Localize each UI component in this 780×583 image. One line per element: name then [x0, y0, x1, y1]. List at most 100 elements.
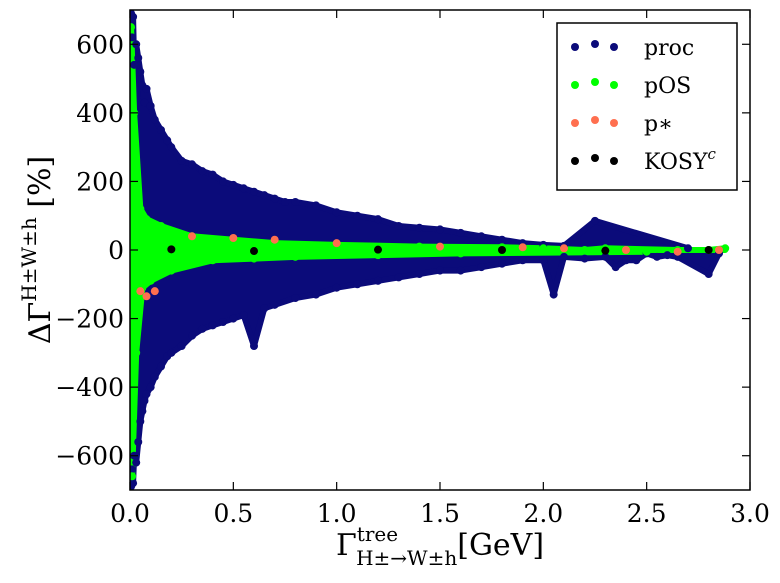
- KOSY-point: [498, 246, 506, 254]
- proc-point: [560, 252, 568, 261]
- pOS-point: [157, 222, 165, 230]
- proc-point: [632, 256, 641, 265]
- pOS-point: [130, 23, 136, 32]
- proc-point: [415, 270, 424, 278]
- legend-marker-KOSY: [610, 157, 618, 165]
- pOS-point: [146, 276, 155, 285]
- proc-point: [498, 259, 506, 268]
- pOS-point: [415, 242, 424, 251]
- proc-point: [167, 348, 176, 357]
- pstar-point: [715, 246, 723, 254]
- proc-point: [332, 208, 341, 217]
- KOSY-point: [374, 245, 382, 254]
- pOS-point: [132, 348, 141, 357]
- y-axis-ticks: −600 −400 −200 0 200 400 600: [55, 30, 750, 471]
- proc-point: [580, 254, 589, 263]
- proc-point: [374, 276, 382, 285]
- proc-point: [250, 187, 258, 196]
- data-points: [130, 10, 730, 490]
- proc-point: [601, 252, 610, 261]
- proc-point: [146, 102, 155, 110]
- pstar-point: [150, 287, 159, 296]
- pstar-point: [270, 235, 279, 244]
- pOS-point: [539, 244, 548, 253]
- KOSY-point: [167, 245, 176, 254]
- pstar-point: [142, 292, 151, 301]
- proc-point: [436, 225, 444, 234]
- x-tick-label: 2.5: [627, 499, 667, 528]
- proc-point: [239, 311, 248, 320]
- x-tick-label: 2.0: [523, 499, 563, 528]
- proc-point: [130, 12, 138, 21]
- pOS-point: [642, 247, 651, 256]
- y-axis-label: ΔΓH±W±h [%]: [17, 156, 58, 344]
- legend-marker-pstar: [610, 119, 618, 127]
- legend-box: [556, 22, 738, 191]
- proc-point: [136, 417, 145, 426]
- proc-point: [456, 228, 465, 237]
- legend-label-pOS: pOS: [644, 74, 691, 99]
- proc-point: [188, 160, 196, 169]
- proc-point: [138, 407, 147, 416]
- proc-point: [167, 143, 176, 152]
- proc-point: [374, 215, 382, 224]
- proc-point: [270, 300, 279, 309]
- proc-point: [130, 465, 137, 474]
- proc-point: [229, 314, 238, 323]
- proc-point: [198, 167, 207, 176]
- x-tick-label: 0.0: [110, 499, 150, 528]
- legend-label-KOSY: KOSYc: [644, 145, 716, 175]
- proc-point: [332, 283, 341, 292]
- proc-point: [477, 232, 486, 241]
- y-tick-label: 600: [76, 30, 124, 59]
- legend-marker-proc: [591, 40, 599, 48]
- x-tick-label: 0.5: [213, 499, 253, 528]
- pstar-point: [622, 246, 630, 254]
- pOS-point: [580, 246, 589, 254]
- pOS-point: [250, 254, 258, 263]
- proc-point: [208, 321, 217, 330]
- x-tick-label: 1.0: [317, 499, 357, 528]
- proc-point: [394, 273, 403, 282]
- pstar-point: [332, 239, 341, 248]
- proc-point: [281, 198, 289, 206]
- proc-point: [134, 54, 143, 62]
- proc-point: [549, 290, 558, 299]
- legend-marker-proc: [571, 43, 579, 51]
- y-tick-label: −400: [55, 373, 124, 402]
- pOS-point: [374, 251, 382, 260]
- pstar-point: [188, 232, 196, 241]
- proc-point: [394, 222, 403, 230]
- pstar-point: [229, 234, 238, 242]
- proc-point: [219, 318, 227, 326]
- proc-point: [142, 390, 151, 398]
- pstar-point: [518, 243, 527, 252]
- pstar-point: [560, 244, 568, 253]
- y-tick-label: 200: [76, 167, 124, 196]
- proc-point: [291, 198, 300, 206]
- proc-point: [188, 331, 196, 340]
- proc-point: [130, 479, 138, 488]
- proc-point: [353, 211, 362, 220]
- proc-point: [250, 342, 258, 350]
- pOS-point: [291, 252, 300, 261]
- pstar-point: [436, 242, 444, 251]
- proc-point: [208, 170, 217, 179]
- y-tick-label: 0: [108, 236, 124, 265]
- proc-point: [142, 84, 151, 93]
- proc-point: [518, 256, 527, 265]
- legend-marker-pstar: [591, 116, 599, 124]
- legend: proc pOS p∗ KOSYc: [556, 22, 738, 191]
- proc-point: [146, 383, 155, 392]
- proc-point: [219, 177, 227, 186]
- KOSY-point: [250, 247, 258, 256]
- proc-point: [150, 372, 159, 381]
- proc-point: [198, 324, 207, 333]
- legend-marker-pOS: [610, 81, 618, 89]
- pstar-point: [136, 287, 145, 296]
- legend-marker-KOSY: [591, 154, 599, 162]
- proc-point: [136, 67, 145, 76]
- legend-marker-proc: [610, 43, 618, 51]
- proc-point: [163, 136, 172, 145]
